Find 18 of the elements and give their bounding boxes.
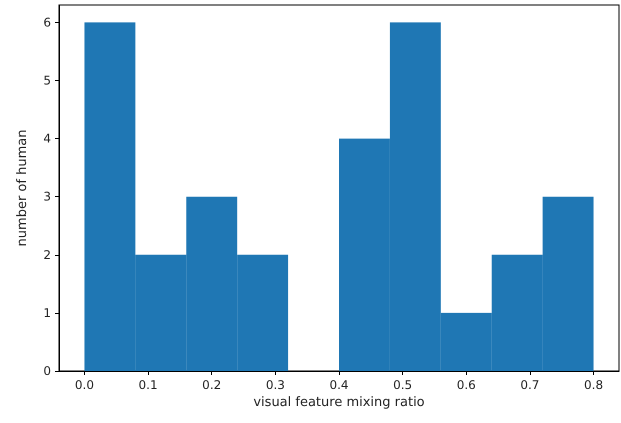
x-tick-label: 0.5 bbox=[393, 378, 412, 392]
x-tick-label: 0.3 bbox=[266, 378, 285, 392]
y-tick-label: 4 bbox=[43, 132, 51, 146]
x-axis-title: visual feature mixing ratio bbox=[253, 394, 425, 410]
x-tick-label: 0.1 bbox=[138, 378, 158, 392]
y-tick-label: 3 bbox=[43, 190, 51, 204]
x-tick-label: 0.4 bbox=[329, 378, 349, 392]
x-tick-label: 0.0 bbox=[74, 378, 94, 392]
y-tick-label: 2 bbox=[43, 248, 51, 262]
x-tick-label: 0.8 bbox=[584, 378, 604, 392]
y-tick-label: 1 bbox=[43, 306, 51, 320]
x-tick-label: 0.6 bbox=[456, 378, 476, 392]
x-tick-label: 0.7 bbox=[520, 378, 540, 392]
y-tick-label: 5 bbox=[43, 74, 51, 88]
y-tick-label: 6 bbox=[43, 15, 51, 30]
y-axis-title: number of human bbox=[15, 130, 30, 246]
x-tick-label: 0.2 bbox=[202, 378, 222, 392]
y-tick-label: 0 bbox=[43, 364, 51, 378]
